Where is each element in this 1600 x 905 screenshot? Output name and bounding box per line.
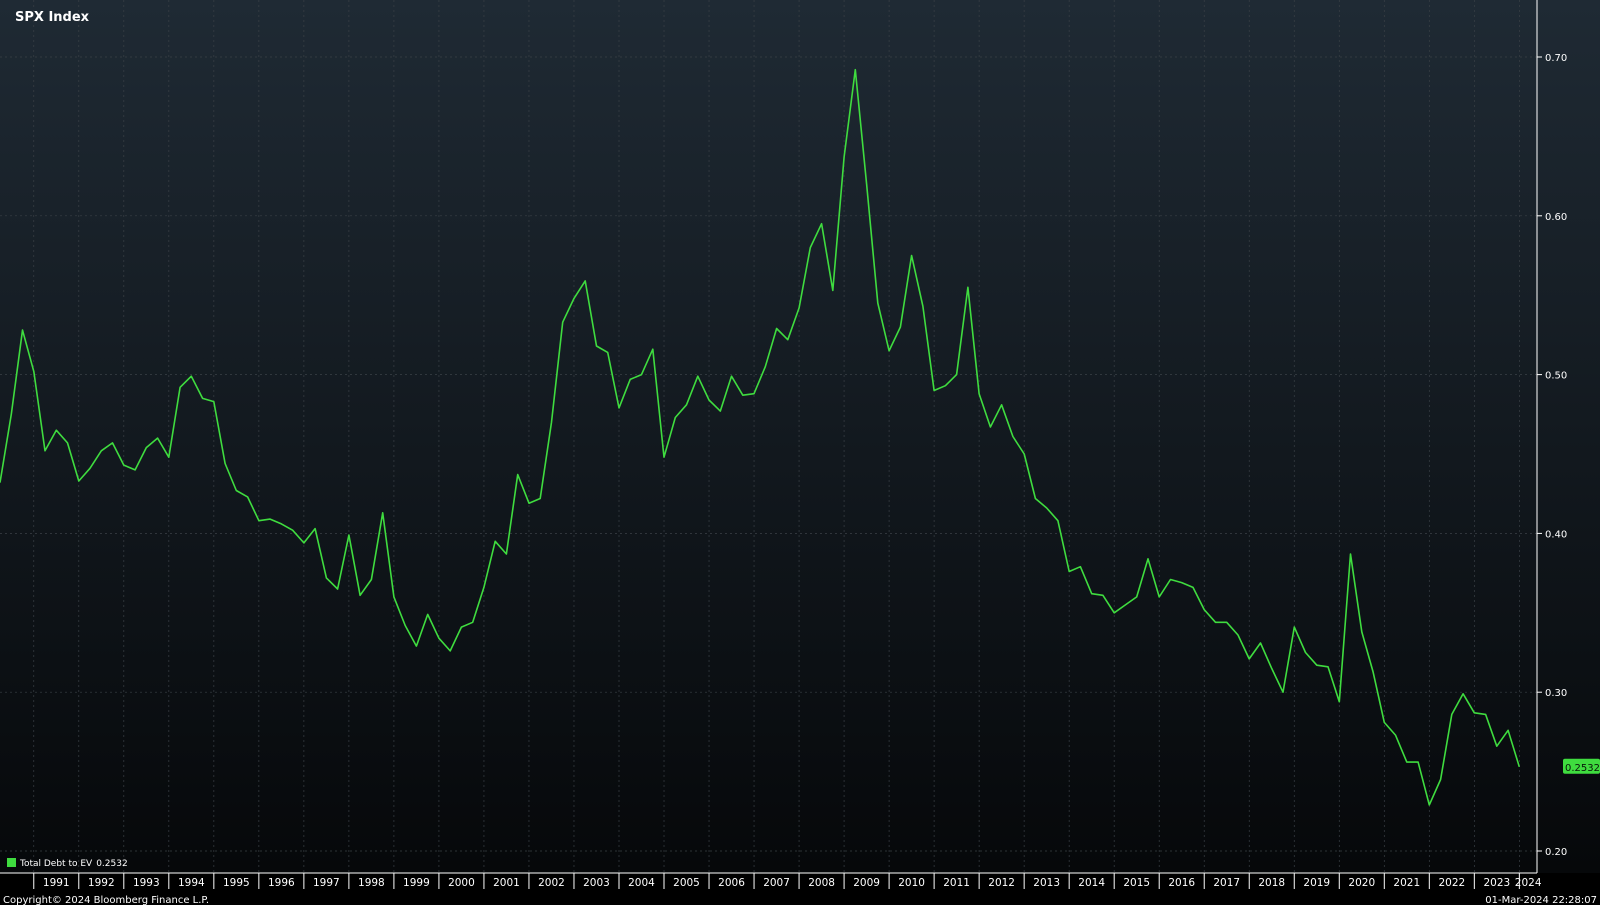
x-tick-label: 2002 (538, 877, 565, 889)
grid (0, 0, 1537, 873)
x-tick-label: 1995 (223, 877, 250, 889)
copyright-text: Copyright© 2024 Bloomberg Finance L.P. (3, 895, 209, 905)
x-tick-label: 2010 (898, 877, 925, 889)
axes (0, 0, 1538, 874)
x-tick-label: 2017 (1213, 877, 1240, 889)
chart-title: SPX Index (15, 10, 90, 25)
x-tick-label: 2008 (808, 877, 835, 889)
x-tick-label: 2023 (1483, 877, 1510, 889)
x-tick-label: 1999 (403, 877, 430, 889)
x-tick-label: 1996 (268, 877, 295, 889)
x-tick-label: 2000 (448, 877, 475, 889)
x-tick-label: 1994 (178, 877, 205, 889)
x-tick-label: 1993 (133, 877, 160, 889)
x-tick-label: 2011 (943, 877, 970, 889)
x-tick-label: 1992 (88, 877, 115, 889)
x-tick-label: 2012 (988, 877, 1015, 889)
x-tick-label: 2018 (1258, 877, 1285, 889)
x-tick-label: 2004 (628, 877, 655, 889)
legend-series-value: 0.2532 (96, 859, 128, 869)
x-tick-label: 2009 (853, 877, 880, 889)
legend-label: Total Debt to EV 0.2532 (19, 859, 128, 869)
x-tick-label: 2007 (763, 877, 790, 889)
y-tick-label: 0.60 (1545, 212, 1567, 223)
legend: Total Debt to EV 0.2532 (7, 858, 128, 869)
x-tick-label: 2005 (673, 877, 700, 889)
x-tick-label: 1997 (313, 877, 340, 889)
x-tick-label: 2006 (718, 877, 745, 889)
footer-background (0, 873, 1600, 905)
timestamp-text: 01-Mar-2024 22:28:07 (1485, 895, 1597, 905)
x-tick-label: 2001 (493, 877, 520, 889)
x-tick-label: 2024 (1515, 877, 1542, 889)
x-tick-label: 2013 (1033, 877, 1060, 889)
y-axis-ticks: 0.20 0.30 0.40 0.50 0.60 0.70 (1537, 53, 1567, 858)
x-tick-label: 2021 (1393, 877, 1420, 889)
y-tick-label: 0.70 (1545, 53, 1567, 64)
legend-series-name: Total Debt to EV (19, 859, 93, 869)
plot-background (0, 0, 1600, 873)
x-tick-label: 2014 (1078, 877, 1105, 889)
y-tick-label: 0.20 (1545, 847, 1567, 858)
y-tick-label: 0.30 (1545, 688, 1567, 699)
last-value-badge: 0.2532 (1563, 758, 1600, 774)
x-tick-label: 2019 (1303, 877, 1330, 889)
last-value-box (1563, 758, 1600, 774)
legend-swatch (7, 858, 16, 867)
x-tick-label: 1991 (43, 877, 70, 889)
series-line (0, 68, 1521, 806)
x-tick-label: 2003 (583, 877, 610, 889)
x-tick-label: 2015 (1123, 877, 1150, 889)
x-tick-label: 2016 (1168, 877, 1195, 889)
y-tick-label: 0.40 (1545, 529, 1567, 540)
last-value-label: 0.2532 (1565, 763, 1600, 774)
x-axis-ticks: 1991 1992 1993 1994 1995 1996 1997 1998 1999 2000… (33, 873, 1542, 889)
x-tick-label: 1998 (358, 877, 385, 889)
x-tick-label: 2022 (1438, 877, 1465, 889)
y-tick-label: 0.50 (1545, 371, 1567, 382)
x-tick-label: 2020 (1348, 877, 1375, 889)
series-layer (0, 68, 1521, 806)
